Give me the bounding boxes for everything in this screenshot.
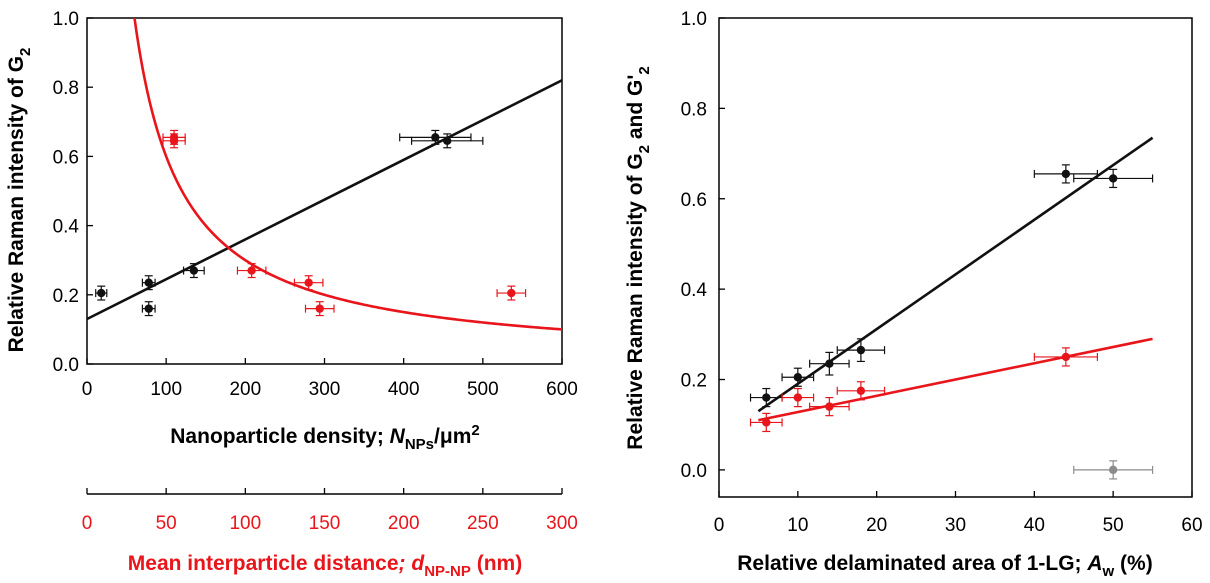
data-point bbox=[856, 345, 866, 355]
data-point-group-red bbox=[496, 285, 527, 301]
distance-tick-label: 50 bbox=[156, 513, 177, 534]
data-point-group-black bbox=[749, 387, 783, 408]
right-plot-frame bbox=[718, 17, 1193, 498]
x-tick-label: 500 bbox=[467, 379, 499, 400]
data-point bbox=[793, 373, 803, 382]
data-point-group-red bbox=[749, 412, 783, 433]
data-point-group-red bbox=[1033, 347, 1099, 367]
right-y-axis-label: Relative Raman intensity of G2 and G'2 bbox=[624, 66, 653, 449]
data-point-group-red bbox=[781, 387, 815, 408]
x-tick-label: 200 bbox=[229, 379, 261, 400]
data-point bbox=[144, 304, 153, 313]
data-point bbox=[793, 393, 803, 402]
right-y-ticks: 0.0 0.2 0.4 0.6 0.8 1.0 bbox=[681, 9, 725, 482]
y-tick-label: 0.4 bbox=[681, 280, 708, 301]
x-tick-label: 0 bbox=[82, 379, 93, 400]
data-point-group-black bbox=[141, 275, 156, 291]
x-tick-label: 40 bbox=[1024, 515, 1045, 536]
data-point-group-red bbox=[236, 263, 267, 279]
x-tick-label: 100 bbox=[150, 379, 182, 400]
data-point-group-red bbox=[809, 396, 850, 417]
x-tick-label: 600 bbox=[546, 379, 578, 400]
left-distance-axis-label: Mean interparticle distance; dNP-NP (nm) bbox=[128, 552, 522, 580]
data-point-group-gray bbox=[1073, 460, 1154, 480]
y-tick-label: 1.0 bbox=[681, 9, 707, 30]
left-x-axis-label: Nanoparticle density; NNPs/μm2 bbox=[170, 422, 479, 453]
data-point bbox=[247, 266, 256, 275]
x-tick-label: 50 bbox=[1103, 515, 1124, 536]
left-y-axis-label: Relative Raman intensity of G2 bbox=[5, 48, 34, 353]
data-point-group-black bbox=[95, 285, 108, 301]
right-data-layer bbox=[749, 136, 1154, 480]
x-tick-label: 0 bbox=[714, 515, 725, 536]
data-point-group-black bbox=[410, 133, 484, 149]
x-tick-label: 10 bbox=[787, 515, 808, 536]
data-point-group-black bbox=[1073, 168, 1154, 189]
data-point bbox=[443, 136, 452, 146]
fit-line-black bbox=[757, 136, 1154, 413]
right-chart: 0.0 0.2 0.4 0.6 0.8 1.0 0 10 20 30 40 50 60 Relativ… bbox=[624, 9, 1203, 580]
data-point bbox=[97, 288, 106, 298]
distance-tick-label: 300 bbox=[546, 513, 578, 534]
y-tick-label: 0.8 bbox=[53, 78, 79, 99]
distance-tick-label: 200 bbox=[388, 513, 420, 534]
data-point bbox=[304, 278, 313, 287]
fit-line-red bbox=[758, 337, 1153, 422]
data-point-group-black bbox=[182, 263, 205, 279]
data-point bbox=[431, 133, 440, 142]
left-chart: 0.00.20.40.60.81.0 0 100 200 300 400 500 600 R… bbox=[5, 9, 578, 580]
x-tick-label: 400 bbox=[388, 379, 420, 400]
distance-tick-label: 100 bbox=[229, 513, 261, 534]
data-point-group-black bbox=[1033, 164, 1099, 184]
data-point-group-black bbox=[781, 367, 815, 387]
distance-tick-label: 150 bbox=[309, 513, 341, 534]
fit-curve-red bbox=[133, 18, 562, 331]
data-point-group-red bbox=[836, 381, 886, 401]
right-x-ticks: 0 10 20 30 40 50 60 bbox=[714, 491, 1203, 536]
data-point bbox=[1108, 174, 1118, 183]
y-tick-label: 0.8 bbox=[681, 99, 707, 120]
data-point bbox=[1108, 465, 1118, 475]
data-point bbox=[1061, 169, 1071, 179]
data-point bbox=[189, 266, 199, 275]
left-data-layer bbox=[87, 18, 562, 331]
distance-tick-label: 0 bbox=[82, 513, 93, 534]
distance-tick-label: 250 bbox=[467, 513, 499, 534]
y-tick-label: 0.2 bbox=[53, 286, 79, 307]
x-tick-label: 60 bbox=[1181, 515, 1202, 536]
data-point bbox=[762, 418, 771, 427]
data-point bbox=[825, 402, 834, 411]
data-point bbox=[856, 386, 866, 396]
data-point bbox=[169, 136, 179, 146]
data-point-group-black bbox=[836, 338, 886, 363]
data-point bbox=[144, 278, 153, 287]
data-point-group-black bbox=[809, 351, 850, 376]
y-tick-label: 0.6 bbox=[681, 190, 707, 211]
data-point-group-red bbox=[293, 275, 324, 291]
left-distance-ticks: 0 50 100 150 200 250 300 bbox=[82, 488, 578, 534]
right-x-axis-label: Relative delaminated area of 1-LG; Aw (%… bbox=[737, 552, 1152, 580]
fit-line-black bbox=[87, 79, 562, 321]
x-tick-label: 300 bbox=[309, 379, 341, 400]
data-point bbox=[315, 304, 324, 313]
data-point bbox=[825, 359, 834, 368]
y-tick-label: 0.6 bbox=[53, 147, 79, 168]
left-x-ticks: 0 100 200 300 400 500 600 bbox=[82, 358, 578, 400]
data-point bbox=[762, 393, 771, 402]
y-tick-label: 0.0 bbox=[681, 461, 707, 482]
data-point-group-red bbox=[304, 301, 335, 317]
left-plot-frame bbox=[86, 17, 563, 365]
data-point-group-red bbox=[162, 133, 186, 149]
data-point bbox=[1061, 352, 1071, 362]
y-tick-label: 0.4 bbox=[53, 217, 80, 238]
data-point-group-black bbox=[141, 301, 156, 317]
y-tick-label: 0.2 bbox=[681, 371, 707, 392]
y-tick-label: 1.0 bbox=[53, 9, 79, 30]
x-tick-label: 30 bbox=[945, 515, 966, 536]
left-y-ticks: 0.0 0.2 0.4 0.6 0.8 1.0 bbox=[53, 9, 93, 376]
x-tick-label: 20 bbox=[866, 515, 887, 536]
y-tick-label: 0.0 bbox=[53, 355, 79, 376]
data-point bbox=[507, 288, 516, 298]
